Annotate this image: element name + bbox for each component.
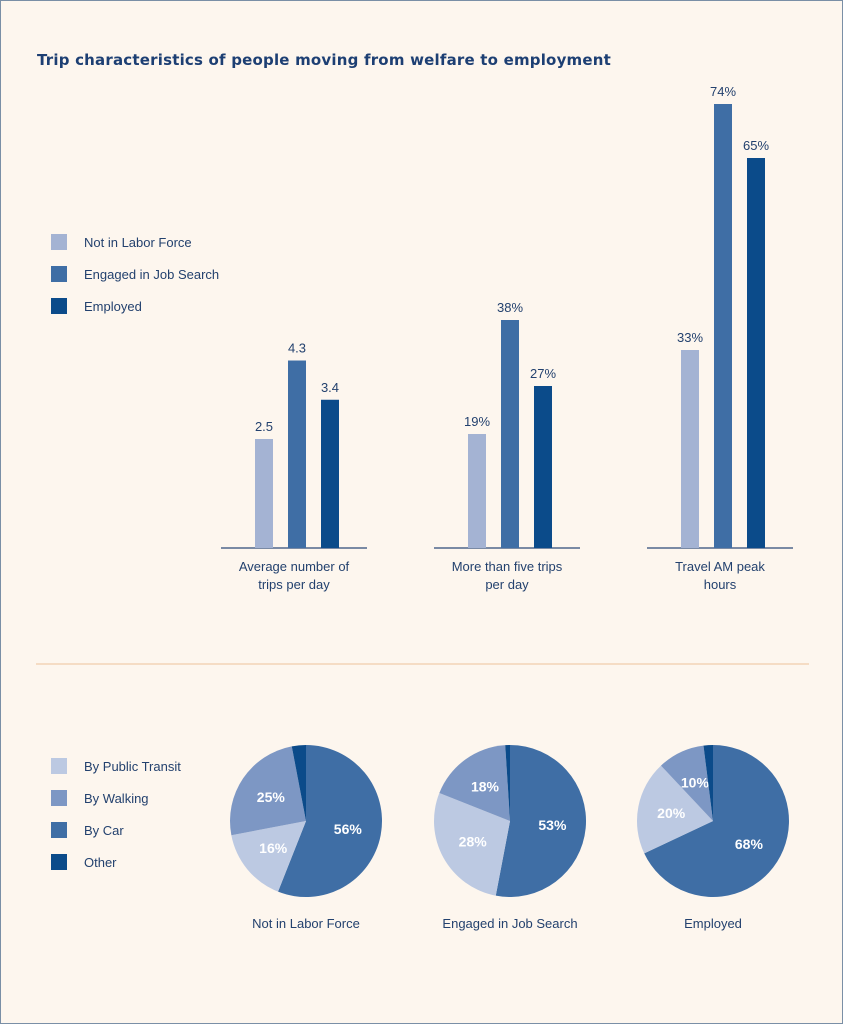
legend-label: Employed [84, 298, 142, 314]
pie-label: 56% [334, 821, 363, 837]
bar-legend: Not in Labor Force Engaged in Job Search… [51, 226, 219, 322]
data-label: 38% [497, 300, 523, 315]
pie-title: Engaged in Job Search [442, 916, 577, 931]
bar [681, 350, 699, 548]
bar [288, 360, 306, 548]
bar [321, 399, 339, 548]
legend-swatch [51, 854, 67, 870]
legend-swatch [51, 790, 67, 806]
data-label: 3.4 [321, 380, 339, 395]
legend-item-engaged-in-job-search: Engaged in Job Search [51, 258, 219, 290]
legend-swatch [51, 822, 67, 838]
pie-slice [505, 745, 510, 821]
pie-label: 53% [538, 817, 567, 833]
pie-label: 10% [681, 775, 710, 791]
legend-label: By Car [84, 822, 124, 838]
data-label: 4.3 [288, 341, 306, 356]
bar [255, 439, 273, 548]
pie-label: 18% [471, 779, 500, 795]
section-divider [36, 663, 809, 665]
bar [501, 320, 519, 548]
pie-title: Not in Labor Force [252, 916, 360, 931]
bar [747, 158, 765, 548]
legend-label: Not in Labor Force [84, 234, 192, 250]
category-label: Average number of [239, 559, 350, 574]
pie-slice [230, 746, 306, 836]
category-label: per day [485, 577, 529, 592]
pie-slice [434, 793, 510, 896]
category-label: More than five trips [452, 559, 563, 574]
category-label: hours [704, 577, 737, 592]
bar-chart: 2.5 4.3 3.4 Average number of trips per day 1… [221, 84, 793, 592]
chart-title: Trip characteristics of people moving fr… [37, 51, 611, 69]
legend-item-other: Other [51, 846, 181, 878]
legend-item-by-walking: By Walking [51, 782, 181, 814]
bar [468, 434, 486, 548]
pie-label: 16% [259, 840, 288, 856]
bar [714, 104, 732, 548]
pie-slice [660, 745, 713, 821]
pie-slice [291, 745, 306, 821]
legend-label: Engaged in Job Search [84, 266, 220, 282]
legend-swatch [51, 266, 67, 282]
pie-slice [644, 745, 789, 898]
pie-label: 28% [459, 834, 488, 850]
legend-item-employed: Employed [51, 290, 219, 322]
pie-title: Employed [684, 916, 742, 931]
data-label: 33% [677, 330, 703, 345]
category-label: trips per day [258, 577, 330, 592]
data-label: 27% [530, 366, 556, 381]
legend-label: By Walking [84, 790, 149, 806]
legend-swatch [51, 234, 67, 250]
data-label: 19% [464, 414, 490, 429]
pie-slice [495, 745, 587, 897]
pie-slice [231, 821, 306, 892]
pie-legend: By Public Transit By Walking By Car Othe… [51, 750, 181, 878]
legend-label: Other [84, 854, 117, 870]
legend-swatch [51, 298, 67, 314]
pie-slice [278, 745, 383, 897]
category-label: Travel AM peak [675, 559, 765, 574]
legend-item-by-car: By Car [51, 814, 181, 846]
data-label: 65% [743, 138, 769, 153]
pie-label: 20% [657, 805, 686, 821]
pie-label: 25% [257, 789, 286, 805]
pie-slice [439, 745, 510, 821]
pie-slice [703, 745, 713, 821]
pie-slice [636, 765, 713, 854]
legend-item-not-in-labor-force: Not in Labor Force [51, 226, 219, 258]
legend-swatch [51, 758, 67, 774]
pie-label: 68% [735, 836, 764, 852]
data-label: 74% [710, 84, 736, 99]
legend-item-by-public-transit: By Public Transit [51, 750, 181, 782]
bar [534, 386, 552, 548]
data-label: 2.5 [255, 419, 273, 434]
legend-label: By Public Transit [84, 758, 181, 774]
